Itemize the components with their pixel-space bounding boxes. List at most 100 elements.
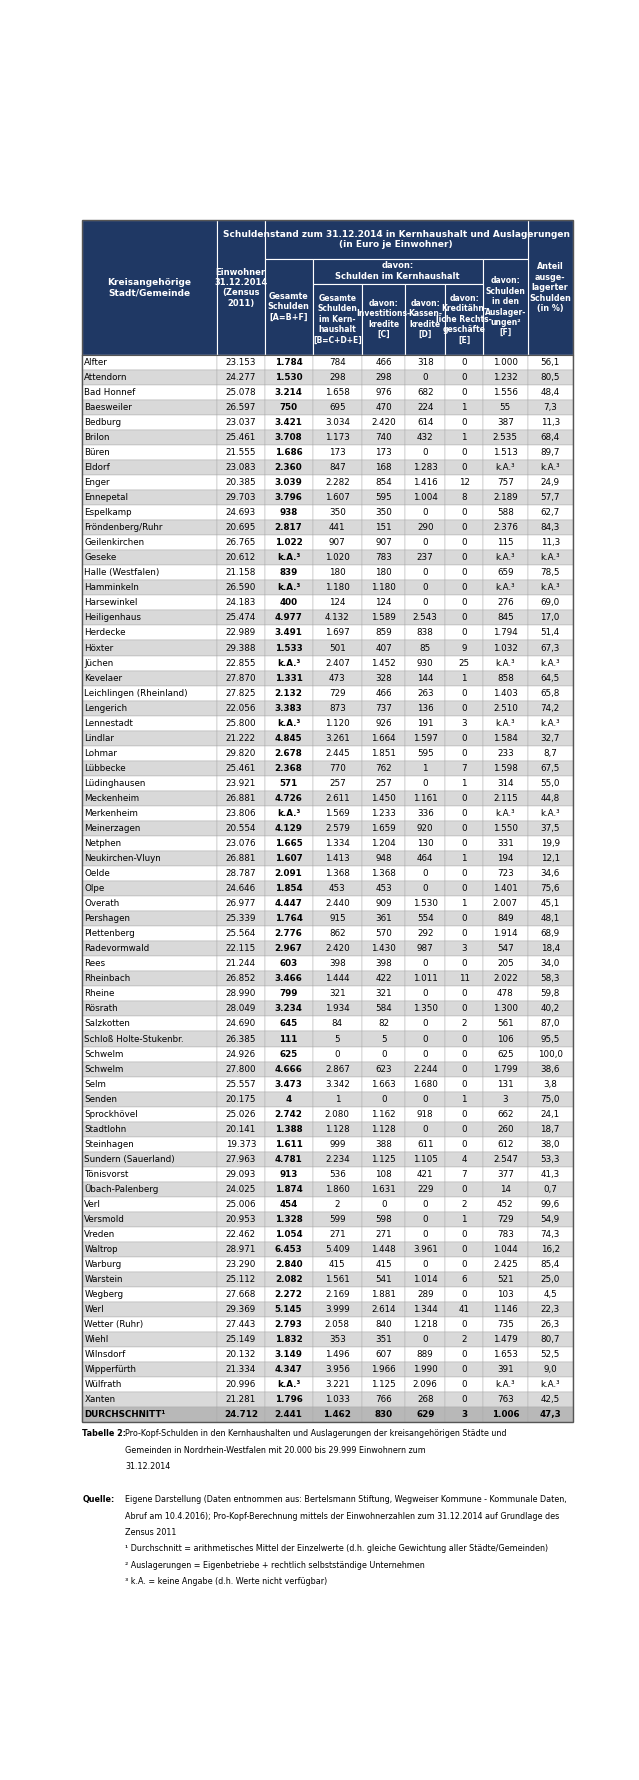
Bar — [528, 1121, 573, 1137]
Bar — [312, 942, 362, 956]
Text: 8: 8 — [461, 493, 467, 502]
Bar — [265, 1362, 312, 1378]
Bar — [528, 895, 573, 911]
Text: 24.646: 24.646 — [226, 885, 256, 894]
Text: 521: 521 — [497, 1274, 514, 1283]
Bar — [82, 1347, 217, 1362]
Bar — [82, 415, 217, 431]
Bar — [217, 942, 265, 956]
Text: 22.115: 22.115 — [226, 943, 256, 954]
Bar — [405, 370, 445, 384]
Bar — [82, 384, 217, 401]
Text: 25.006: 25.006 — [226, 1200, 256, 1209]
Bar — [528, 701, 573, 716]
Bar — [483, 942, 528, 956]
Text: 0: 0 — [422, 959, 428, 968]
Bar — [312, 655, 362, 671]
Bar — [265, 1002, 312, 1016]
Bar — [405, 1331, 445, 1347]
Bar — [483, 400, 528, 415]
Text: 168: 168 — [375, 463, 392, 472]
Bar — [82, 746, 217, 760]
Bar — [82, 566, 217, 580]
Text: 0: 0 — [381, 1200, 387, 1209]
Bar — [405, 400, 445, 415]
Text: 3: 3 — [461, 1410, 467, 1419]
Bar — [483, 1002, 528, 1016]
Bar — [405, 1212, 445, 1226]
Bar — [362, 445, 405, 459]
Text: ² Auslagerungen = Eigenbetriebe + rechtlich selbstständige Unternehmen: ² Auslagerungen = Eigenbetriebe + rechtl… — [125, 1561, 425, 1570]
Bar — [483, 1303, 528, 1317]
Bar — [217, 580, 265, 595]
Text: k.A.³: k.A.³ — [496, 808, 515, 819]
Text: 762: 762 — [375, 764, 392, 773]
Bar — [312, 776, 362, 790]
Bar — [217, 790, 265, 806]
Text: 2: 2 — [461, 1020, 467, 1029]
Bar — [445, 506, 483, 520]
Text: 260: 260 — [497, 1125, 514, 1134]
Text: 62,7: 62,7 — [541, 507, 560, 518]
Bar — [312, 258, 483, 283]
Text: 144: 144 — [417, 673, 433, 682]
Text: 361: 361 — [375, 915, 392, 924]
Text: Fröndenberg/Ruhr: Fröndenberg/Ruhr — [84, 523, 163, 532]
Text: 422: 422 — [376, 974, 392, 983]
Bar — [445, 641, 483, 655]
Text: 0: 0 — [461, 1290, 467, 1299]
Text: 8,7: 8,7 — [543, 749, 557, 758]
Text: 74,3: 74,3 — [541, 1230, 560, 1239]
Bar — [528, 1107, 573, 1121]
Text: 321: 321 — [375, 990, 392, 999]
Text: 25.461: 25.461 — [226, 433, 256, 441]
Text: Attendorn: Attendorn — [84, 372, 128, 383]
Bar — [362, 1091, 405, 1107]
Text: Höxter: Höxter — [84, 644, 114, 653]
Text: 588: 588 — [497, 507, 514, 518]
Text: 115: 115 — [497, 538, 514, 546]
Bar — [217, 1347, 265, 1362]
Text: 847: 847 — [329, 463, 346, 472]
Text: 2.115: 2.115 — [493, 794, 518, 803]
Text: 0: 0 — [461, 824, 467, 833]
Text: 1.550: 1.550 — [493, 824, 518, 833]
Text: 21.158: 21.158 — [226, 568, 256, 577]
Bar — [445, 445, 483, 459]
Bar — [82, 1002, 217, 1016]
Text: 16,2: 16,2 — [541, 1244, 560, 1255]
Text: 80,5: 80,5 — [541, 372, 560, 383]
Text: 24.690: 24.690 — [226, 1020, 256, 1029]
Text: Rheine: Rheine — [84, 990, 115, 999]
Bar — [217, 1152, 265, 1168]
Bar — [405, 1016, 445, 1031]
Bar — [312, 1061, 362, 1077]
Text: Sundern (Sauerland): Sundern (Sauerland) — [84, 1155, 175, 1164]
Bar — [483, 1378, 528, 1392]
Text: 625: 625 — [497, 1050, 514, 1059]
Text: 830: 830 — [374, 1410, 393, 1419]
Text: 0: 0 — [422, 372, 428, 383]
Bar — [483, 821, 528, 837]
Text: 3: 3 — [461, 943, 467, 954]
Bar — [312, 431, 362, 445]
Bar — [362, 595, 405, 611]
Text: 1.283: 1.283 — [413, 463, 438, 472]
Text: 0: 0 — [461, 584, 467, 593]
Bar — [405, 760, 445, 776]
Text: 25: 25 — [459, 659, 470, 668]
Bar — [483, 837, 528, 851]
Text: 5: 5 — [335, 1034, 340, 1043]
Text: 3.961: 3.961 — [413, 1244, 438, 1255]
Bar — [445, 1077, 483, 1091]
Bar — [265, 1331, 312, 1347]
Bar — [528, 790, 573, 806]
Text: 23.921: 23.921 — [226, 780, 256, 789]
Text: 5.145: 5.145 — [275, 1305, 302, 1314]
Text: 314: 314 — [497, 780, 514, 789]
Text: 321: 321 — [329, 990, 346, 999]
Text: 1.653: 1.653 — [493, 1351, 518, 1360]
Bar — [445, 283, 483, 354]
Bar — [528, 1016, 573, 1031]
Text: 1.032: 1.032 — [493, 644, 518, 653]
